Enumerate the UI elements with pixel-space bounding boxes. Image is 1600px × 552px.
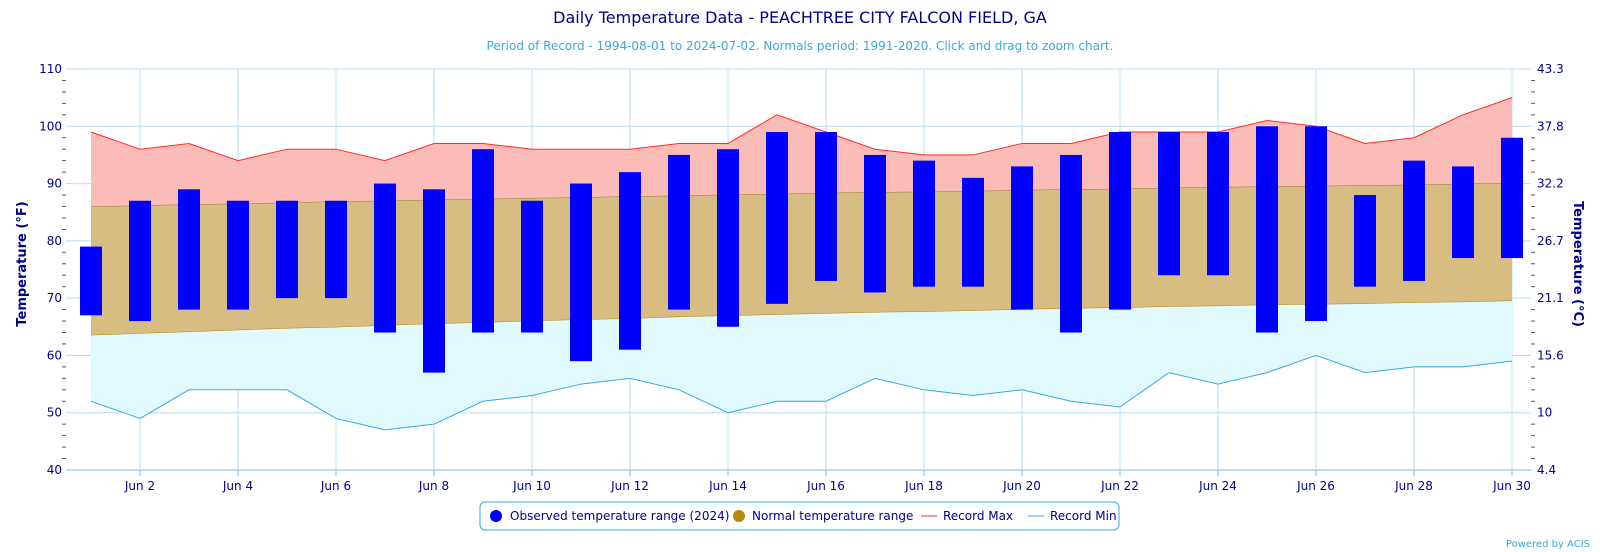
legend-item-normal[interactable]: Normal temperature range xyxy=(733,509,913,523)
y-tick-label-right: 26.7 xyxy=(1537,234,1564,248)
y-tick-label-right: 43.3 xyxy=(1537,62,1564,76)
observed-range-bar xyxy=(80,246,102,316)
legend-item-record-max[interactable]: Record Max xyxy=(921,509,1013,523)
y-tick-label-right: 15.6 xyxy=(1537,348,1564,362)
y-tick-label-left: 60 xyxy=(47,348,62,362)
observed-range-bar xyxy=(766,132,788,304)
legend-observed-marker xyxy=(490,510,502,522)
x-tick-label: Jun 18 xyxy=(904,479,943,493)
y-tick-label-right: 21.1 xyxy=(1537,291,1564,305)
observed-range-bar xyxy=(668,154,690,310)
y-tick-label-left: 40 xyxy=(47,463,62,477)
observed-range-bar xyxy=(1011,166,1033,310)
legend: Observed temperature range (2024) Normal… xyxy=(479,501,1120,531)
credit-link[interactable]: Powered by ACIS xyxy=(1506,539,1590,550)
normal-range-band xyxy=(91,182,1512,336)
observed-range-bar xyxy=(619,172,641,350)
observed-range-bar xyxy=(227,200,249,310)
y-axis-right-ticks: 4.4 10 15.6 21.1 26.7 32.2 37.8 43.3 xyxy=(1537,62,1564,477)
y-tick-label-right: 10 xyxy=(1537,406,1552,420)
y-tick-label-left: 90 xyxy=(47,177,62,191)
observed-range-bar xyxy=(1305,126,1327,322)
x-tick-label: Jun 12 xyxy=(610,479,649,493)
observed-range-bar xyxy=(962,177,984,287)
y-tick-label-right: 32.2 xyxy=(1537,177,1564,191)
x-axis-ticks: Jun 2 Jun 4 Jun 6 Jun 8 Jun 10 Jun 12 Jun 14 Ju… xyxy=(124,479,1531,493)
observed-range-bar xyxy=(864,154,886,293)
record-max-line xyxy=(90,97,1513,162)
observed-range-bars xyxy=(80,126,1523,373)
y-tick-label-right: 37.8 xyxy=(1537,119,1564,133)
observed-range-bar xyxy=(423,189,445,373)
observed-range-bar xyxy=(1403,160,1425,281)
x-tick-label: Jun 28 xyxy=(1394,479,1433,493)
observed-range-bar xyxy=(1354,195,1376,287)
x-tick-label: Jun 26 xyxy=(1296,479,1335,493)
record-min-layer xyxy=(90,301,1513,431)
observed-range-bar xyxy=(913,160,935,287)
x-tick-label: Jun 14 xyxy=(708,479,747,493)
chart-subtitle: Period of Record - 1994-08-01 to 2024-07… xyxy=(487,39,1114,53)
observed-range-bar xyxy=(815,132,837,281)
observed-range-bar xyxy=(717,149,739,327)
observed-range-bar xyxy=(1207,132,1229,276)
chart-title: Daily Temperature Data - PEACHTREE CITY … xyxy=(553,8,1047,27)
record-min-band xyxy=(91,301,1512,430)
record-max-band xyxy=(91,97,1512,207)
x-tick-label: Jun 6 xyxy=(320,479,351,493)
y-tick-label-left: 100 xyxy=(39,119,62,133)
record-max-layer xyxy=(90,97,1513,207)
y-axis-left-title: Temperature (°F) xyxy=(15,201,30,326)
observed-range-bar xyxy=(374,183,396,333)
y-tick-label-left: 70 xyxy=(47,291,62,305)
x-tick-label: Jun 30 xyxy=(1492,479,1531,493)
observed-range-bar xyxy=(1109,132,1131,310)
observed-range-bar xyxy=(472,149,494,333)
y-axis-left-ticks: 40 50 60 70 80 90 100 110 xyxy=(39,62,62,477)
observed-range-bar xyxy=(521,200,543,333)
observed-range-bar xyxy=(325,200,347,299)
observed-range-bar xyxy=(1158,132,1180,276)
observed-range-bar xyxy=(276,200,298,299)
x-tick-label: Jun 20 xyxy=(1002,479,1041,493)
x-tick-label: Jun 16 xyxy=(806,479,845,493)
x-tick-label: Jun 24 xyxy=(1198,479,1237,493)
legend-normal-label: Normal temperature range xyxy=(752,509,913,523)
y-tick-label-right: 4.4 xyxy=(1537,463,1556,477)
legend-item-record-min[interactable]: Record Min xyxy=(1028,509,1117,523)
y-tick-label-left: 110 xyxy=(39,62,62,76)
y-tick-label-left: 50 xyxy=(47,406,62,420)
observed-range-bar xyxy=(129,200,151,322)
observed-range-bar xyxy=(178,189,200,310)
legend-observed-label: Observed temperature range (2024) xyxy=(510,509,729,523)
y-tick-label-left: 80 xyxy=(47,234,62,248)
observed-range-bar xyxy=(1452,166,1474,259)
legend-normal-marker xyxy=(733,510,745,522)
legend-item-observed[interactable]: Observed temperature range (2024) xyxy=(490,509,729,523)
legend-box xyxy=(479,501,1120,531)
x-tick-label: Jun 10 xyxy=(512,479,551,493)
x-tick-label: Jun 8 xyxy=(418,479,449,493)
legend-record-min-label: Record Min xyxy=(1050,509,1117,523)
observed-range-bar xyxy=(1060,154,1082,333)
x-tick-label: Jun 22 xyxy=(1100,479,1139,493)
legend-record-max-label: Record Max xyxy=(943,509,1013,523)
x-tick-label: Jun 4 xyxy=(222,479,253,493)
axes xyxy=(62,79,1535,476)
observed-range-bar xyxy=(1256,126,1278,333)
observed-range-bar xyxy=(1501,137,1523,259)
observed-range-bar xyxy=(570,183,592,362)
x-tick-label: Jun 2 xyxy=(124,479,155,493)
y-axis-right-title: Temperature (°C) xyxy=(1570,201,1585,327)
record-min-line xyxy=(90,354,1513,431)
